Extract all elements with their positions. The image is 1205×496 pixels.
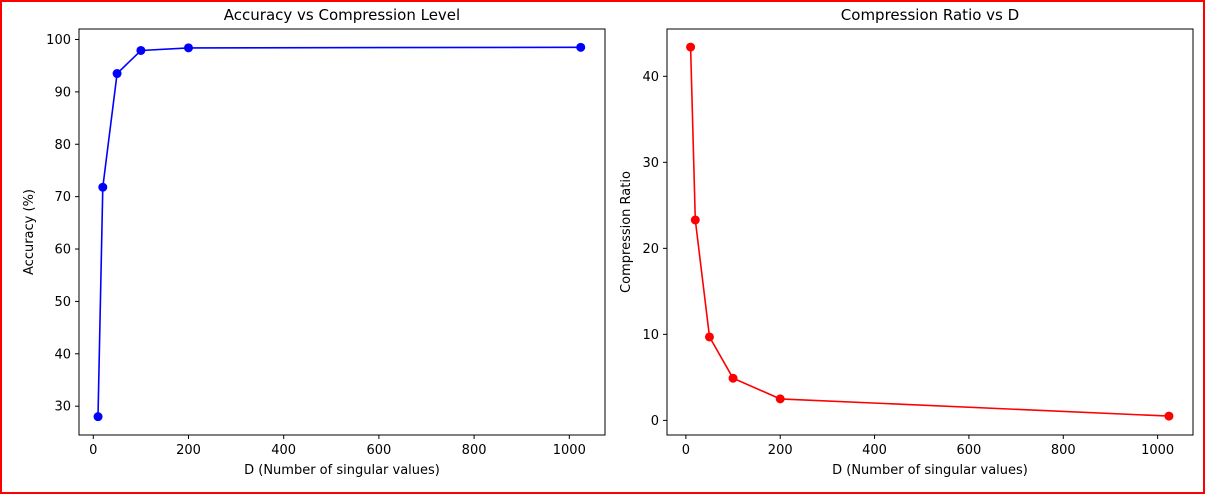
chart-accuracy: Accuracy vs Compression Level 0 200 400 600…: [22, 6, 606, 478]
x-tick-label: 200: [768, 443, 793, 458]
y-tick-label: 20: [642, 242, 659, 257]
x-tick-label: 400: [271, 443, 296, 458]
data-point: [686, 42, 696, 52]
y-tick-label: 50: [54, 295, 71, 310]
y-tick-label: 30: [642, 156, 659, 171]
y-tick-label: 80: [54, 138, 71, 153]
x-tick-label: 600: [366, 443, 391, 458]
data-point: [576, 42, 586, 52]
data-point: [93, 412, 103, 422]
chart-title: Accuracy vs Compression Level: [224, 6, 460, 24]
data-point: [183, 43, 193, 53]
data-point: [98, 182, 108, 192]
chart-title: Compression Ratio vs D: [841, 6, 1019, 24]
x-tick-label: 800: [462, 443, 487, 458]
plot-area: [78, 28, 606, 436]
data-point: [1164, 411, 1174, 421]
y-tick-label: 0: [651, 414, 659, 429]
x-axis-label: D (Number of singular values): [244, 463, 440, 478]
y-tick-label: 90: [54, 85, 71, 100]
y-axis-label: Accuracy (%): [22, 189, 37, 275]
y-tick-label: 70: [54, 190, 71, 205]
series-marks: [686, 42, 1174, 421]
y-tick-label: 100: [46, 33, 71, 48]
series-marks: [93, 42, 586, 422]
data-point: [728, 373, 738, 383]
x-tick-label: 1000: [1141, 443, 1174, 458]
x-axis-label: D (Number of singular values): [832, 463, 1028, 478]
x-tick-label: 600: [957, 443, 982, 458]
series-line: [97, 46, 581, 417]
x-tick-label: 400: [862, 443, 887, 458]
axis-ticks: 0 200 400 600 800 1000 30 40 50 60 70 80 90 100: [46, 33, 586, 458]
y-tick-label: 40: [54, 347, 71, 362]
plot-area: [666, 28, 1194, 436]
series-line: [689, 47, 1169, 417]
y-tick-label: 30: [54, 400, 71, 415]
axis-ticks: 0 200 400 600 800 1000 0 10 20 30 40: [642, 70, 1174, 458]
x-tick-label: 200: [176, 443, 201, 458]
x-tick-label: 800: [1051, 443, 1076, 458]
data-point: [690, 215, 700, 225]
x-tick-label: 0: [682, 443, 690, 458]
chart-compression-ratio: Compression Ratio vs D 0 200 400 600 800 1000…: [619, 6, 1194, 478]
y-tick-label: 40: [642, 70, 659, 85]
y-tick-label: 10: [642, 328, 659, 343]
data-point: [704, 332, 714, 342]
data-point: [112, 69, 122, 79]
y-tick-label: 60: [54, 243, 71, 258]
x-tick-label: 1000: [553, 443, 586, 458]
y-axis-label: Compression Ratio: [619, 171, 634, 293]
x-tick-label: 0: [89, 443, 97, 458]
data-point: [136, 45, 146, 55]
data-point: [775, 394, 785, 404]
